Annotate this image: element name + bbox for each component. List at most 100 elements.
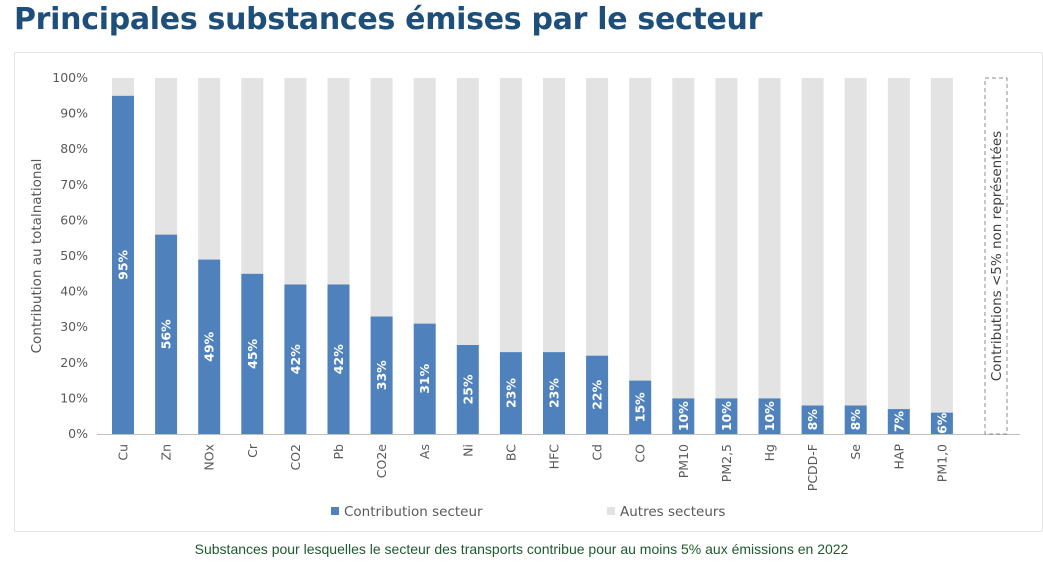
- x-tick-label: Cu: [116, 444, 131, 461]
- y-tick-label: 0%: [68, 426, 88, 441]
- bar-contribution-secteur: [112, 95, 134, 435]
- x-tick-label: BC: [503, 444, 518, 461]
- x-tick-label: CO2e: [374, 444, 389, 479]
- bar-autres-secteurs: [241, 78, 264, 274]
- bar-contribution-secteur: [930, 412, 953, 434]
- data-label: 25%: [460, 374, 475, 404]
- data-label: 31%: [417, 363, 432, 393]
- y-tick-label: 10%: [60, 390, 88, 405]
- y-tick-label: 30%: [60, 319, 88, 334]
- x-tick-label: CO: [633, 444, 648, 463]
- bar-contribution-secteur: [284, 284, 307, 434]
- x-tick-label: PM10: [676, 444, 691, 478]
- x-tick-label: PM2,5: [719, 444, 734, 482]
- data-label: 23%: [503, 378, 518, 408]
- bar-contribution-secteur: [672, 398, 695, 434]
- bar-autres-secteurs: [327, 78, 350, 285]
- data-label: 56%: [159, 319, 174, 349]
- x-tick-label: Cd: [590, 444, 605, 461]
- y-tick-label: 50%: [60, 248, 88, 263]
- bar-autres-secteurs: [801, 78, 824, 406]
- y-tick-label: 90%: [60, 106, 88, 121]
- bar-autres-secteurs: [198, 78, 221, 260]
- x-tick-label: As: [417, 444, 432, 459]
- bar-autres-secteurs: [155, 78, 178, 235]
- data-label: 95%: [116, 249, 131, 279]
- legend-swatch-contribution: [331, 507, 339, 515]
- data-label: 7%: [891, 410, 906, 432]
- y-tick-label: 80%: [60, 141, 88, 156]
- bar-contribution-secteur: [758, 398, 781, 434]
- bar-autres-secteurs: [413, 78, 436, 324]
- bar-contribution-secteur: [887, 409, 910, 434]
- bar-contribution-secteur: [543, 352, 565, 434]
- bar-contribution-secteur: [629, 380, 652, 434]
- bar-autres-secteurs: [499, 78, 522, 353]
- page-title: Principales substances émises par le sec…: [14, 2, 763, 37]
- y-axis-title: Contribution au totalnational: [29, 159, 45, 354]
- legend-swatch-autres: [607, 507, 615, 515]
- bar-contribution-secteur: [198, 259, 221, 434]
- bar-contribution-secteur: [499, 352, 522, 434]
- bar-contribution-secteur: [801, 405, 824, 434]
- annotation-text: Contributions <5% non représentées: [989, 131, 1005, 381]
- x-tick-label: Cr: [245, 443, 260, 458]
- bar-contribution-secteur: [327, 284, 350, 434]
- bar-autres-secteurs: [543, 78, 565, 353]
- data-label: 8%: [848, 409, 863, 431]
- x-tick-label: Hg: [762, 444, 777, 461]
- bar-contribution-secteur: [456, 345, 479, 434]
- x-tick-label: HAP: [891, 444, 906, 470]
- y-tick-label: 20%: [60, 355, 88, 370]
- bar-contribution-secteur: [586, 355, 609, 434]
- bar-autres-secteurs: [758, 78, 781, 399]
- bar-autres-secteurs: [586, 78, 609, 356]
- x-tick-label: Ni: [460, 444, 475, 457]
- data-label: 45%: [245, 338, 260, 368]
- x-tick-label: NOx: [202, 444, 217, 471]
- bar-autres-secteurs: [844, 78, 867, 406]
- y-tick-label: 70%: [60, 177, 88, 192]
- x-tick-label: Pb: [331, 444, 346, 460]
- bar-contribution-secteur: [241, 273, 264, 434]
- bar-contribution-secteur: [370, 316, 393, 434]
- data-label: 6%: [934, 412, 949, 434]
- data-label: 8%: [805, 409, 820, 431]
- y-tick-label: 100%: [52, 70, 88, 85]
- x-tick-label: PM1,0: [934, 444, 949, 482]
- stacked-bar-chart: 0% 10% 20% 30% 40% 50% 60% 70% 80% 90% 100% Contrib…: [29, 70, 1020, 520]
- chart-frame: 0% 10% 20% 30% 40% 50% 60% 70% 80% 90% 100% Contrib…: [14, 52, 1043, 532]
- legend-label-autres: Autres secteurs: [620, 504, 725, 520]
- data-label: 42%: [331, 344, 346, 374]
- data-label: 10%: [719, 401, 734, 431]
- annotation-box: [984, 77, 1008, 435]
- data-label: 15%: [633, 392, 648, 422]
- x-tick-label: CO2: [288, 444, 303, 471]
- bar-autres-secteurs: [370, 78, 393, 317]
- data-label: 10%: [676, 401, 691, 431]
- bar-contribution-secteur: [413, 323, 436, 434]
- legend-label-contribution: Contribution secteur: [344, 504, 483, 520]
- bar-autres-secteurs: [284, 78, 307, 285]
- data-label: 10%: [762, 401, 777, 431]
- data-label: 33%: [374, 360, 389, 390]
- data-label: 23%: [547, 378, 562, 408]
- bar-autres-secteurs: [930, 78, 953, 413]
- bar-contribution-secteur: [155, 234, 178, 434]
- data-label: 22%: [590, 379, 605, 409]
- data-label: 42%: [288, 344, 303, 374]
- bar-autres-secteurs: [715, 78, 738, 399]
- x-tick-label: PCDD-F: [805, 444, 820, 491]
- x-tick-label: Zn: [159, 444, 174, 461]
- data-label: 49%: [202, 331, 217, 361]
- bar-contribution-secteur: [844, 405, 867, 434]
- x-tick-label: Se: [848, 444, 863, 460]
- bar-autres-secteurs: [672, 78, 695, 399]
- bar-autres-secteurs: [887, 78, 910, 410]
- chart-caption: Substances pour lesquelles le secteur de…: [194, 541, 849, 557]
- y-tick-label: 60%: [60, 212, 88, 227]
- x-tick-label: HFC: [547, 444, 562, 470]
- y-tick-label: 40%: [60, 284, 88, 299]
- bar-autres-secteurs: [629, 78, 652, 381]
- bar-autres-secteurs: [456, 78, 479, 345]
